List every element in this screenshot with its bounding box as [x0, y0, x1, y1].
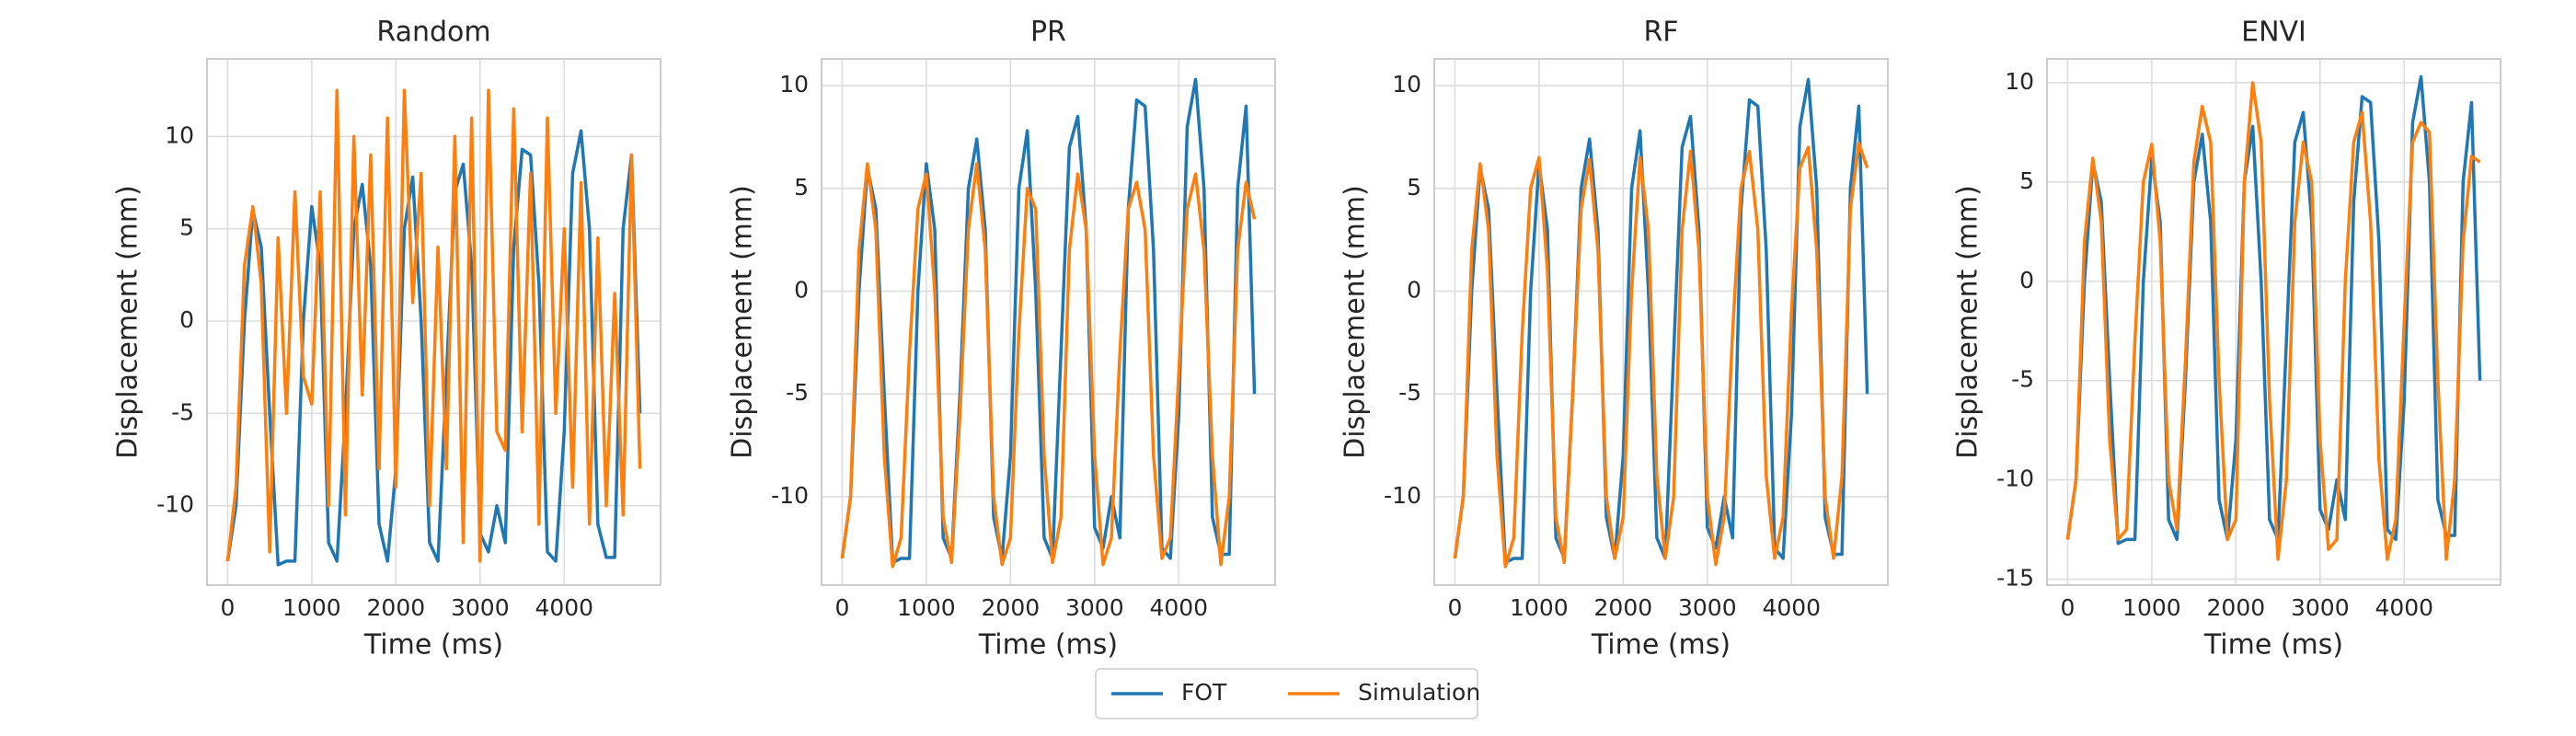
y-tick-label: 5 [1407, 174, 1421, 201]
series-line [840, 162, 1257, 569]
x-axis-label: Time (ms) [1591, 629, 1731, 661]
axes-frame [206, 58, 661, 586]
x-tick-label: 2000 [1594, 594, 1653, 621]
x-tick-label: 2000 [982, 594, 1041, 621]
chart-title: RF [1643, 17, 1678, 49]
x-tick-label: 1000 [1510, 594, 1569, 621]
y-tick-label: -10 [156, 491, 194, 518]
axes-frame [1433, 58, 1889, 586]
y-axis-label: Displacement (mm) [112, 185, 144, 459]
series-line [840, 77, 1257, 565]
series-line [225, 88, 642, 563]
chart-title: Random [376, 17, 490, 49]
x-tick-label: 0 [2060, 594, 2075, 621]
axes-frame [821, 58, 1276, 586]
y-axis-label: Displacement (mm) [1340, 185, 1372, 459]
y-tick-label: 5 [794, 174, 809, 201]
y-tick-label: 0 [794, 276, 809, 303]
x-tick-label: 3000 [451, 594, 510, 621]
x-tick-label: 1000 [897, 594, 956, 621]
y-tick-label: -15 [1996, 565, 2034, 592]
y-tick-label: 0 [1407, 276, 1421, 303]
chart-title: PR [1030, 17, 1066, 49]
y-axis-label: Displacement (mm) [727, 185, 759, 459]
y-tick-label: 10 [779, 71, 809, 98]
x-tick-label: 4000 [535, 594, 593, 621]
y-tick-label: -5 [1398, 379, 1421, 406]
x-tick-label: 0 [834, 594, 849, 621]
y-tick-label: 0 [179, 306, 194, 333]
x-axis-label: Time (ms) [978, 629, 1118, 661]
x-tick-label: 2000 [367, 594, 426, 621]
x-tick-label: 1000 [2122, 594, 2181, 621]
y-tick-label: -10 [1996, 466, 2034, 492]
series-line [225, 129, 642, 567]
y-tick-label: 5 [179, 214, 194, 241]
x-tick-label: 0 [1447, 594, 1462, 621]
x-tick-label: 1000 [282, 594, 341, 621]
x-tick-label: 2000 [2207, 594, 2266, 621]
x-tick-label: 3000 [2291, 594, 2350, 621]
x-tick-label: 3000 [1678, 594, 1737, 621]
legend-frame [1095, 668, 1478, 719]
y-tick-label: 5 [2019, 167, 2034, 194]
y-tick-label: -5 [171, 398, 194, 425]
y-tick-label: -5 [786, 379, 809, 406]
y-tick-label: -10 [771, 482, 809, 509]
chart-title: ENVI [2241, 17, 2306, 49]
y-tick-label: -10 [1384, 482, 1421, 509]
x-tick-label: 4000 [1149, 594, 1208, 621]
x-tick-label: 4000 [1762, 594, 1821, 621]
x-axis-label: Time (ms) [2203, 629, 2343, 661]
axes-frame [2046, 58, 2501, 586]
legend-label: FOT [1181, 679, 1227, 706]
y-tick-label: -5 [2011, 366, 2034, 393]
y-tick-label: 10 [1392, 71, 1421, 98]
x-axis-label: Time (ms) [363, 629, 503, 661]
y-tick-label: 0 [2019, 267, 2034, 293]
legend-label: Simulation [1358, 679, 1480, 706]
series-line [1453, 141, 1869, 569]
y-tick-label: 10 [165, 121, 194, 148]
x-tick-label: 0 [220, 594, 235, 621]
x-tick-label: 4000 [2375, 594, 2433, 621]
y-tick-label: 10 [2005, 68, 2034, 95]
x-tick-label: 3000 [1065, 594, 1124, 621]
series-line [2065, 81, 2481, 561]
y-axis-label: Displacement (mm) [1952, 185, 1984, 459]
